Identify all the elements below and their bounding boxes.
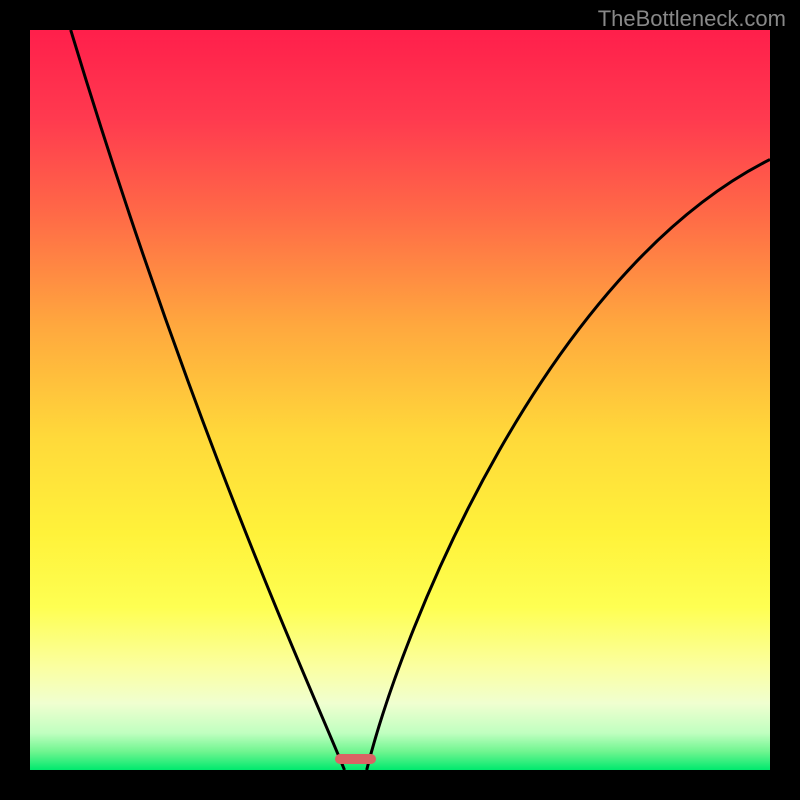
optimal-marker [335,754,376,764]
plot-area [30,30,770,770]
bottleneck-curve [30,30,770,770]
chart-outer-frame: TheBottleneck.com [0,0,800,800]
watermark-text: TheBottleneck.com [598,6,786,32]
